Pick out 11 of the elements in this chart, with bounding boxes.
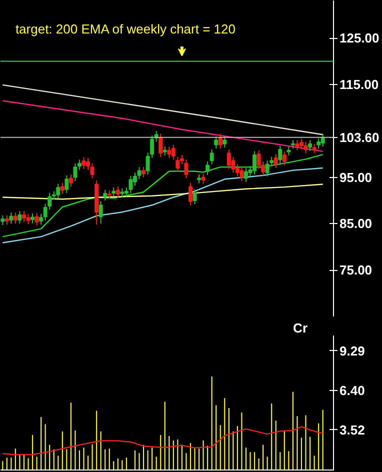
y-tick-label: 95.00	[340, 170, 372, 185]
ref-line-label: 103.60	[340, 130, 380, 145]
y-tick-label: 3.52	[340, 422, 365, 438]
y-tick-label: 9.29	[340, 343, 365, 358]
y-tick-label: 115.00	[340, 76, 379, 92]
annotation: Cr	[293, 320, 308, 336]
y-tick-label: 6.40	[340, 382, 365, 398]
annotation: target: 200 EMA of weekly chart = 120	[15, 22, 236, 36]
y-tick-label: 75.00	[340, 262, 372, 278]
y-tick-label: 85.00	[340, 216, 372, 232]
y-tick-label: 125.00	[340, 30, 380, 46]
